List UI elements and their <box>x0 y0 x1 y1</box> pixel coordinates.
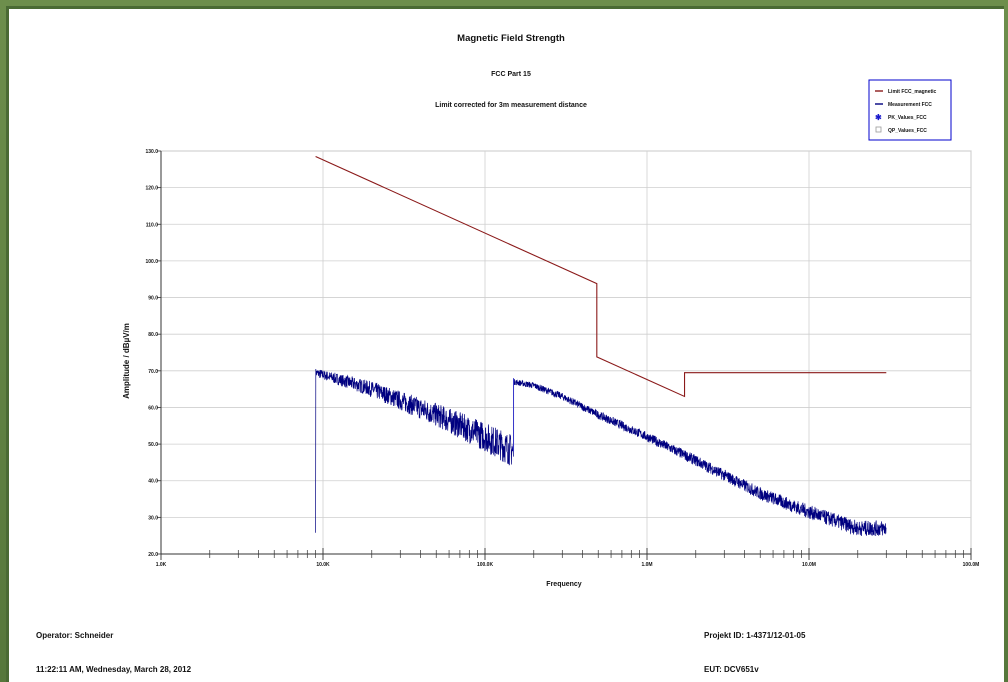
x-tick-label: 1.0M <box>641 562 652 568</box>
grid <box>160 150 972 555</box>
x-axis-label: Frequency <box>546 581 582 588</box>
y-tick-label: 20.0 <box>148 552 158 558</box>
chart-subtitle-distance: Limit corrected for 3m measurement dista… <box>435 102 587 109</box>
legend: Limit FCC_magnetic Measurement FCC ✱ PK_Val… <box>868 79 952 141</box>
y-tick-label: 80.0 <box>148 332 158 338</box>
chart-subtitle: FCC Part 15 <box>491 71 531 78</box>
y-tick-label: 100.0 <box>145 259 158 265</box>
y-tick-label: 70.0 <box>148 369 158 375</box>
timestamp-label: 11:22:11 AM, Wednesday, March 28, 2012 <box>36 665 192 674</box>
y-tick-label: 50.0 <box>148 442 158 448</box>
chart-svg: Magnetic Field Strength FCC Part 15 Limi… <box>122 33 979 588</box>
plot-frame <box>160 150 972 555</box>
measurement-fcc-trace <box>315 368 887 537</box>
y-tick-label: 30.0 <box>148 515 158 521</box>
y-axis-label: Amplitude / dBµV/m <box>122 323 131 399</box>
limit-fcc-magnetic-line <box>315 155 887 398</box>
y-tick-label: 40.0 <box>148 479 158 485</box>
chart-title: Magnetic Field Strength <box>457 33 565 44</box>
y-tick-label: 110.0 <box>146 222 158 228</box>
legend-label: Measurement FCC <box>888 102 932 108</box>
x-tick-label: 1.0K <box>156 562 167 568</box>
y-tick-label: 120.0 <box>145 186 158 192</box>
report-page: Magnetic Field Strength FCC Part 15 Limi… <box>6 6 1004 682</box>
axes: 20.0 30.0 40.0 50.0 60.0 70.0 80.0 90.0 100.0 110… <box>145 149 979 568</box>
y-tick-label: 130.0 <box>145 149 158 155</box>
legend-label: QP_Values_FCC <box>888 128 927 134</box>
legend-square-marker <box>875 126 882 133</box>
x-tick-label: 10.0K <box>316 562 330 568</box>
operator-label: Operator: Schneider <box>36 631 114 640</box>
legend-box <box>868 79 952 141</box>
series <box>315 155 887 537</box>
x-tick-label: 100.0M <box>963 562 980 568</box>
legend-label: Limit FCC_magnetic <box>888 89 937 95</box>
y-tick-label: 60.0 <box>148 405 158 411</box>
y-tick-label: 90.0 <box>148 296 158 302</box>
project-id-label: Projekt ID: 1-4371/12-01-05 <box>704 631 806 640</box>
x-tick-label: 10.0M <box>802 562 816 568</box>
legend-asterisk-marker: ✱ <box>875 113 882 122</box>
x-tick-label: 100.0K <box>477 562 494 568</box>
legend-label: PK_Values_FCC <box>888 115 927 121</box>
eut-label: EUT: DCV651v <box>704 665 759 674</box>
